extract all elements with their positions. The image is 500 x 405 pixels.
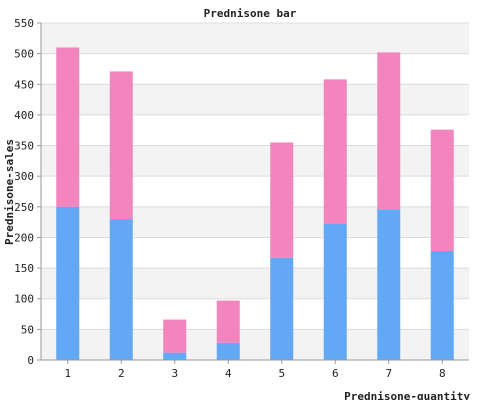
x-tick-label: 1 (64, 367, 71, 380)
bar-segment-2-cat-5 (270, 142, 294, 258)
bars (56, 47, 454, 360)
bar-segment-2-cat-1 (56, 47, 80, 207)
plot-band (41, 114, 469, 146)
y-tick-label: 400 (14, 109, 34, 122)
x-tick-label: 8 (439, 367, 446, 380)
bar-segment-1-cat-8 (430, 250, 454, 360)
bar-segment-2-cat-3 (163, 319, 187, 353)
plot-band (41, 268, 469, 299)
chart-title: Prednisone bar (204, 7, 297, 20)
x-tick-label: 6 (332, 367, 339, 380)
y-tick-label: 150 (14, 262, 34, 275)
plot-band (41, 84, 469, 115)
x-axis-title: Prednisone-quantity (344, 390, 470, 400)
y-tick-label: 500 (14, 48, 34, 61)
x-tick-label: 7 (385, 367, 392, 380)
bar-segment-1-cat-1 (56, 206, 80, 360)
y-tick-label: 350 (14, 140, 34, 153)
bar-segment-1-cat-5 (270, 257, 294, 360)
bar-segment-2-cat-2 (109, 71, 133, 220)
x-tick-labels: 1 2 3 4 5 6 7 8 (64, 360, 446, 380)
axes (40, 23, 469, 361)
y-tick-label: 200 (14, 231, 34, 244)
bar-segment-1-cat-2 (109, 219, 133, 360)
plot-band (41, 145, 469, 177)
y-tick-label: 550 (14, 17, 34, 30)
plot-band (41, 237, 469, 269)
plot-band (41, 298, 469, 330)
plot-bands (41, 23, 469, 360)
bar-segment-1-cat-3 (163, 352, 187, 360)
bar-segment-2-cat-4 (216, 300, 240, 343)
y-axis-title: Prednisone-sales (3, 139, 16, 245)
bar-segment-1-cat-7 (377, 209, 401, 360)
y-tick-labels: 0 50 100 150 200 250 300 350 400 450 500 550 (14, 17, 41, 367)
bar-segment-2-cat-8 (430, 129, 454, 251)
x-tick-label: 4 (225, 367, 232, 380)
x-tick-label: 3 (171, 367, 178, 380)
y-tick-label: 100 (14, 293, 34, 306)
plot-band (41, 23, 469, 54)
bar-segment-2-cat-7 (377, 52, 401, 210)
y-tick-label: 50 (21, 323, 34, 336)
plot-band (41, 53, 469, 85)
plot-band (41, 329, 469, 360)
y-tick-label: 0 (27, 354, 34, 367)
y-tick-label: 250 (14, 201, 34, 214)
plot-band (41, 176, 469, 207)
bar-segment-1-cat-6 (323, 223, 347, 360)
y-tick-label: 300 (14, 170, 34, 183)
x-tick-label: 5 (278, 367, 285, 380)
plot-band (41, 206, 469, 238)
bar-segment-1-cat-4 (216, 342, 240, 360)
y-tick-label: 450 (14, 78, 34, 91)
bar-segment-2-cat-6 (323, 79, 347, 224)
x-tick-label: 2 (118, 367, 125, 380)
